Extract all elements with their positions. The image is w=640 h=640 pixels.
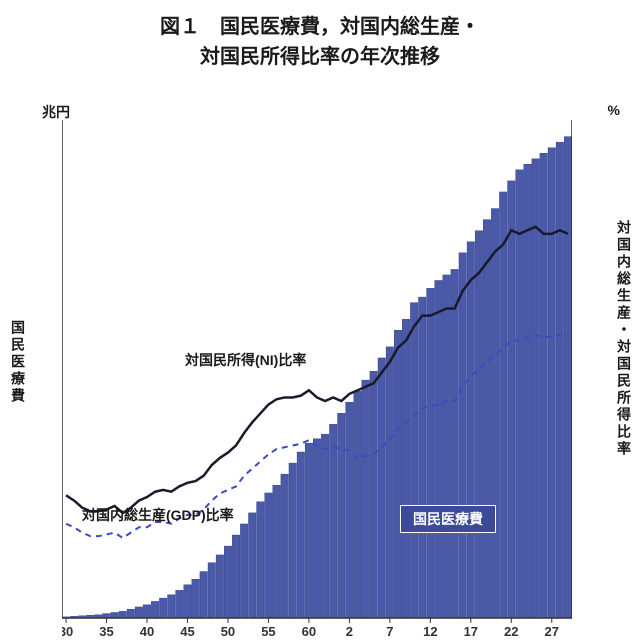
svg-text:60: 60 [302, 624, 316, 639]
bar-legend: 国民医療費 [400, 505, 496, 533]
chart-svg: 0510152025303540450.02.04.06.08.010.012.… [62, 120, 572, 640]
line2-label: 対国内総生産(GDP)比率 [82, 505, 234, 525]
chart-area: 0510152025303540450.02.04.06.08.010.012.… [62, 120, 572, 618]
left-unit: 兆円 [42, 102, 70, 122]
chart-title: 図１ 国民医療費，対国内総生産・ 対国民所得比率の年次推移 [0, 0, 640, 72]
line1-label: 対国民所得(NI)比率 [185, 350, 306, 370]
left-axis-label: 国民医療費 [8, 320, 28, 405]
svg-text:45: 45 [180, 624, 194, 639]
svg-text:50: 50 [221, 624, 235, 639]
title-line1: 図１ 国民医療費，対国内総生産・ [160, 16, 480, 38]
svg-text:35: 35 [99, 624, 113, 639]
svg-text:55: 55 [261, 624, 275, 639]
right-axis-label: 対国内総生産・対国民所得比率 [614, 220, 634, 458]
svg-text:12: 12 [423, 624, 437, 639]
svg-text:17: 17 [464, 624, 478, 639]
svg-text:2: 2 [346, 624, 353, 639]
right-unit: % [608, 102, 620, 118]
svg-text:30: 30 [62, 624, 73, 639]
svg-text:22: 22 [504, 624, 518, 639]
svg-text:40: 40 [140, 624, 154, 639]
svg-text:7: 7 [386, 624, 393, 639]
title-line2: 対国民所得比率の年次推移 [200, 46, 440, 68]
svg-text:27: 27 [545, 624, 559, 639]
